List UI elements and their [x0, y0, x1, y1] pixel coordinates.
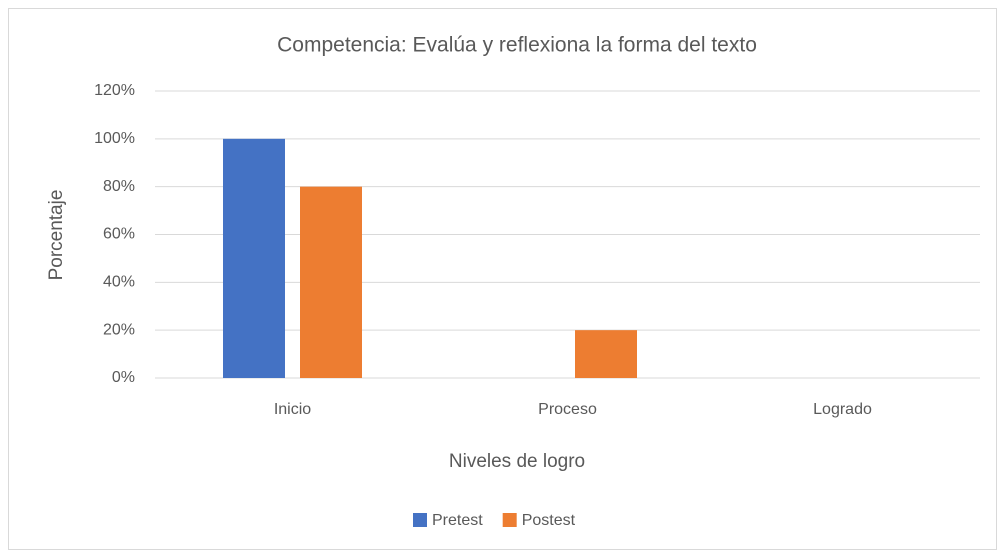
legend-label: Pretest — [432, 512, 483, 529]
legend-swatch — [413, 513, 427, 527]
y-tick-label: 120% — [94, 82, 135, 99]
y-tick-label: 100% — [94, 130, 135, 147]
y-tick-label: 80% — [103, 178, 135, 195]
x-axis-title: Niveles de logro — [449, 451, 585, 472]
legend-swatch — [502, 513, 517, 527]
x-tick-label: Inicio — [274, 401, 311, 418]
bar — [575, 330, 637, 378]
x-tick-label: Proceso — [538, 401, 597, 418]
y-tick-label: 20% — [103, 321, 135, 338]
y-tick-label: 40% — [103, 274, 135, 291]
legend-label: Postest — [522, 512, 576, 529]
y-tick-label: 0% — [112, 369, 135, 386]
y-axis-title: Porcentaje — [46, 190, 67, 281]
x-tick-label: Logrado — [813, 401, 872, 418]
chart-title: Competencia: Evalúa y reflexiona la form… — [277, 34, 757, 57]
bar — [300, 186, 362, 378]
chart-border — [8, 8, 997, 550]
y-tick-label: 60% — [103, 226, 135, 243]
bar — [223, 138, 285, 378]
